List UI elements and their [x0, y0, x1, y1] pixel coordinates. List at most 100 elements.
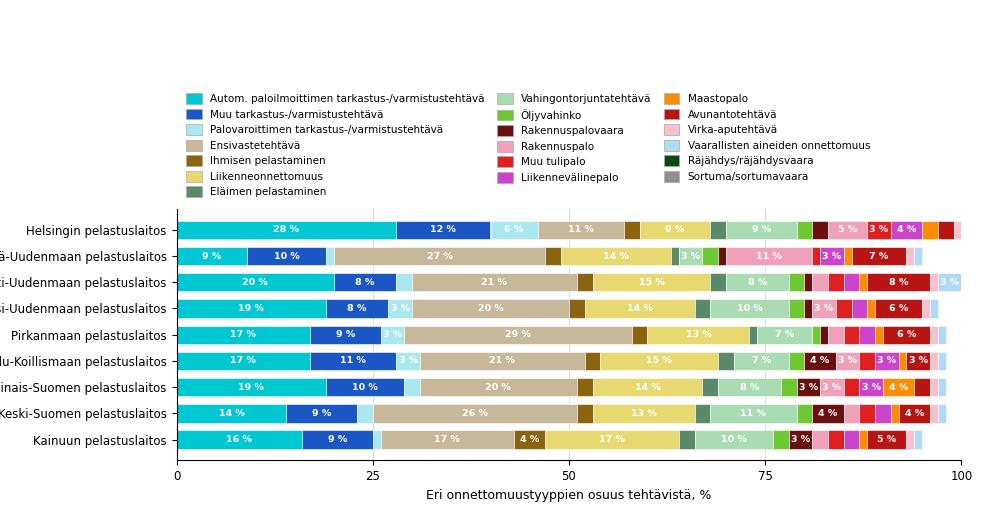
- Bar: [710, 299, 789, 317]
- Bar: [718, 247, 726, 265]
- Bar: [914, 378, 930, 396]
- X-axis label: Eri onnettomuustyyppien osuus tehtävistä, %: Eri onnettomuustyyppien osuus tehtävistä…: [427, 488, 711, 502]
- Bar: [490, 221, 538, 239]
- Bar: [177, 273, 334, 291]
- Bar: [726, 221, 797, 239]
- Bar: [875, 325, 883, 344]
- Bar: [695, 430, 773, 449]
- Text: 4 %: 4 %: [904, 409, 924, 418]
- Bar: [177, 325, 310, 344]
- Text: 3 %: 3 %: [383, 330, 402, 339]
- Text: 6 %: 6 %: [897, 330, 916, 339]
- Bar: [679, 247, 702, 265]
- Bar: [852, 299, 867, 317]
- Text: 7 %: 7 %: [775, 330, 795, 339]
- Text: 5 %: 5 %: [838, 225, 857, 234]
- Bar: [844, 325, 859, 344]
- Text: 21 %: 21 %: [482, 278, 507, 287]
- Bar: [420, 352, 585, 370]
- Text: 9 %: 9 %: [751, 225, 771, 234]
- Bar: [906, 247, 914, 265]
- Bar: [859, 404, 875, 423]
- Text: 8 %: 8 %: [748, 278, 767, 287]
- Bar: [906, 352, 930, 370]
- Bar: [773, 430, 789, 449]
- Bar: [859, 378, 883, 396]
- Bar: [404, 378, 420, 396]
- Bar: [381, 325, 404, 344]
- Bar: [844, 430, 859, 449]
- Text: 3 %: 3 %: [861, 383, 881, 392]
- Bar: [844, 378, 859, 396]
- Bar: [804, 273, 812, 291]
- Text: 20 %: 20 %: [478, 304, 503, 313]
- Text: 3 %: 3 %: [822, 252, 842, 260]
- Text: 10 %: 10 %: [274, 252, 299, 260]
- Bar: [561, 247, 671, 265]
- Bar: [844, 404, 859, 423]
- Bar: [914, 430, 922, 449]
- Text: 4 %: 4 %: [810, 357, 830, 366]
- Bar: [844, 273, 859, 291]
- Text: 9 %: 9 %: [336, 330, 355, 339]
- Text: 9 %: 9 %: [312, 409, 332, 418]
- Text: 3 %: 3 %: [814, 304, 834, 313]
- Bar: [679, 430, 695, 449]
- Text: 8 %: 8 %: [889, 278, 908, 287]
- Text: 15 %: 15 %: [646, 357, 672, 366]
- Bar: [812, 404, 844, 423]
- Bar: [812, 299, 836, 317]
- Bar: [247, 247, 326, 265]
- Text: 14 %: 14 %: [219, 409, 244, 418]
- Bar: [938, 273, 961, 291]
- Bar: [640, 221, 710, 239]
- Bar: [177, 299, 326, 317]
- Bar: [545, 247, 561, 265]
- Bar: [828, 325, 844, 344]
- Bar: [875, 299, 922, 317]
- Bar: [954, 221, 961, 239]
- Text: 15 %: 15 %: [639, 278, 664, 287]
- Text: 14 %: 14 %: [635, 383, 660, 392]
- Text: 4 %: 4 %: [897, 225, 916, 234]
- Bar: [836, 352, 859, 370]
- Text: 14 %: 14 %: [627, 304, 652, 313]
- Bar: [577, 404, 593, 423]
- Bar: [710, 273, 726, 291]
- Bar: [899, 404, 930, 423]
- Text: 20 %: 20 %: [242, 278, 268, 287]
- Bar: [412, 273, 577, 291]
- Bar: [702, 378, 718, 396]
- Text: 9 %: 9 %: [665, 225, 685, 234]
- Bar: [938, 325, 946, 344]
- Bar: [749, 325, 757, 344]
- Text: 3 %: 3 %: [908, 357, 928, 366]
- Bar: [326, 247, 334, 265]
- Text: 7 %: 7 %: [869, 252, 889, 260]
- Bar: [930, 404, 938, 423]
- Bar: [396, 221, 490, 239]
- Bar: [577, 378, 593, 396]
- Text: 4 %: 4 %: [520, 435, 540, 444]
- Text: 3 %: 3 %: [877, 357, 897, 366]
- Bar: [695, 299, 710, 317]
- Bar: [820, 247, 844, 265]
- Text: 3 %: 3 %: [799, 383, 818, 392]
- Bar: [757, 325, 812, 344]
- Bar: [545, 430, 679, 449]
- Bar: [938, 378, 946, 396]
- Bar: [804, 352, 836, 370]
- Bar: [859, 352, 875, 370]
- Bar: [577, 273, 593, 291]
- Bar: [922, 299, 930, 317]
- Legend: Autom. paloilmoittimen tarkastus-/varmistustehtävä, Muu tarkastus-/varmistusteht: Autom. paloilmoittimen tarkastus-/varmis…: [181, 89, 874, 201]
- Bar: [600, 352, 718, 370]
- Bar: [373, 430, 381, 449]
- Bar: [812, 221, 828, 239]
- Bar: [585, 299, 695, 317]
- Bar: [624, 221, 640, 239]
- Text: 16 %: 16 %: [227, 435, 252, 444]
- Text: 4 %: 4 %: [818, 409, 838, 418]
- Bar: [734, 352, 789, 370]
- Bar: [177, 221, 396, 239]
